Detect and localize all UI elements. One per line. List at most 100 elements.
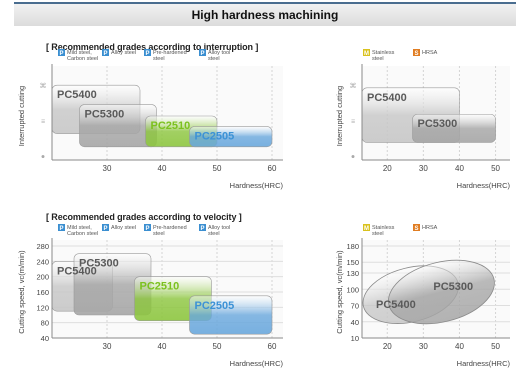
- y-tick-symbol: ●: [41, 154, 45, 161]
- legend-swatch-m: [363, 224, 370, 231]
- legend-text: Pre-hardened steel: [153, 225, 187, 237]
- legend-item: P Pre-hardened steel: [144, 224, 187, 237]
- x-tick-label: 20: [383, 342, 392, 351]
- legend-swatch-p: [102, 49, 109, 56]
- grade-label-pc5300: PC5300: [418, 118, 458, 130]
- grade-label-pc5400: PC5400: [367, 92, 407, 104]
- x-tick-label: 20: [383, 164, 392, 173]
- grade-label-pc2510: PC2510: [140, 281, 180, 293]
- grade-region-pc2505: [189, 126, 273, 148]
- y-tick-symbol: ≡: [351, 118, 355, 125]
- legend-text: Stainless steel: [372, 50, 395, 62]
- x-tick-label: 40: [158, 342, 167, 351]
- grade-label-pc5400: PC5400: [376, 299, 416, 311]
- y-tick-label: 200: [36, 273, 49, 282]
- legend-swatch-p: [199, 224, 206, 231]
- y-tick-symbol: ⌘: [40, 82, 47, 90]
- grade-label-pc2505: PC2505: [195, 300, 235, 312]
- legend-item: P Mild steel, Carbon steel: [58, 49, 98, 62]
- section-title-interruption: [ Recommended grades according to interr…: [46, 42, 259, 52]
- x-tick-label: 50: [491, 342, 500, 351]
- x-tick-label: 40: [455, 342, 464, 351]
- legend-text: Alloy steel: [111, 225, 136, 231]
- legend-swatch-m: [363, 49, 370, 56]
- legend-letter: M: [364, 226, 369, 232]
- grade-region-pc5300: [387, 259, 495, 325]
- legend-letter: S: [414, 51, 418, 57]
- legend-swatch-p: [58, 224, 65, 231]
- y-axis-label: Interrupted cutting: [17, 86, 26, 146]
- y-tick-label: 40: [41, 334, 49, 343]
- y-tick-label: 70: [351, 302, 359, 311]
- x-tick-label: 30: [419, 342, 428, 351]
- x-tick-label: 50: [213, 342, 222, 351]
- grade-region-pc5300: [412, 113, 496, 143]
- grade-label-pc5400: PC5400: [57, 89, 97, 101]
- legend-letter: P: [59, 51, 63, 57]
- x-tick-label: 50: [491, 164, 500, 173]
- legend-text: Pre-hardened steel: [153, 50, 187, 62]
- y-axis-label: Cutting speed, vc(m/min): [17, 250, 26, 334]
- y-tick-label: 120: [36, 303, 49, 312]
- grade-label-pc5300: PC5300: [85, 109, 125, 121]
- legend-letter: P: [145, 51, 149, 57]
- x-axis-label: Hardness(HRC): [457, 181, 511, 190]
- legend-item: P Alloy tool steel: [199, 224, 230, 237]
- y-tick-label: 150: [346, 258, 359, 267]
- legend-text: HRSA: [422, 225, 438, 231]
- x-tick-label: 40: [158, 164, 167, 173]
- x-tick-label: 40: [455, 164, 464, 173]
- y-tick-symbol: ⌘: [350, 82, 357, 90]
- legend-text: Mild steel, Carbon steel: [67, 225, 98, 237]
- legend-swatch-p: [199, 49, 206, 56]
- page-banner: High hardness machining: [14, 2, 516, 26]
- legend-letter: P: [59, 226, 63, 232]
- legend-text: Alloy tool steel: [208, 50, 230, 62]
- legend-swatch-p: [102, 224, 109, 231]
- legend-letter: P: [200, 226, 204, 232]
- legend-text: Alloy steel: [111, 50, 136, 56]
- legend-letter: P: [103, 226, 107, 232]
- legend-letter: P: [200, 51, 204, 57]
- legend-item: P Alloy steel: [102, 49, 136, 57]
- y-axis-label: Interrupted cutting: [335, 86, 344, 146]
- legend-item: P Alloy tool steel: [199, 49, 230, 62]
- y-tick-label: 130: [346, 269, 359, 278]
- legend-swatch-s: [413, 49, 420, 56]
- y-tick-label: 160: [36, 288, 49, 297]
- section-title-velocity: [ Recommended grades according to veloci…: [46, 212, 242, 222]
- grade-region-pc2505: [189, 295, 273, 335]
- x-axis-label: Hardness(HRC): [230, 181, 284, 190]
- grade-label-pc2505: PC2505: [195, 131, 235, 143]
- legend-letter: P: [103, 51, 107, 57]
- legend-letter: P: [145, 226, 149, 232]
- y-tick-label: 180: [346, 242, 359, 251]
- x-tick-label: 50: [213, 164, 222, 173]
- x-tick-label: 60: [268, 342, 277, 351]
- y-tick-label: 40: [351, 318, 359, 327]
- y-tick-label: 280: [36, 242, 49, 251]
- x-tick-label: 60: [268, 164, 277, 173]
- y-axis-label: Cutting speed, vc(m/min): [335, 250, 344, 334]
- grade-label-pc5300: PC5300: [433, 281, 473, 293]
- legend-text: Stainless steel: [372, 225, 395, 237]
- legend-item: S HRSA: [413, 224, 438, 232]
- x-tick-label: 30: [103, 164, 112, 173]
- legend-text: HRSA: [422, 50, 438, 56]
- x-axis-label: Hardness(HRC): [457, 359, 511, 368]
- legend-letter: M: [364, 51, 369, 57]
- y-tick-label: 240: [36, 257, 49, 266]
- grade-label-pc5300: PC5300: [79, 258, 119, 270]
- y-tick-label: 10: [351, 334, 359, 343]
- page-title: High hardness machining: [191, 8, 339, 22]
- legend-item: M Stainless steel: [363, 224, 395, 237]
- legend-text: Mild steel, Carbon steel: [67, 50, 98, 62]
- y-tick-symbol: ●: [351, 154, 355, 161]
- legend-swatch-p: [58, 49, 65, 56]
- legend-swatch-s: [413, 224, 420, 231]
- legend-letter: S: [414, 226, 418, 232]
